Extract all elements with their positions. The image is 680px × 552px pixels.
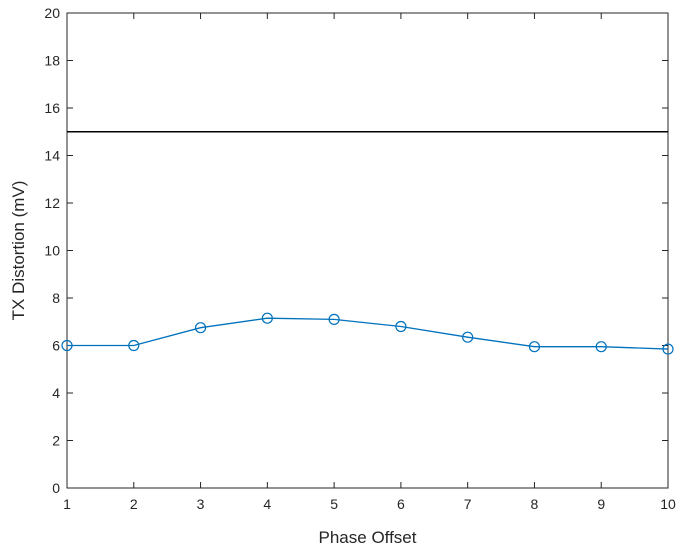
y-tick-label: 4: [52, 385, 60, 401]
x-axis-label: Phase Offset: [319, 528, 417, 547]
data-point: [328, 313, 340, 325]
data-point: [395, 320, 407, 333]
y-tick-label: 8: [52, 290, 60, 306]
data-point: [662, 343, 674, 355]
y-tick-label: 10: [44, 243, 60, 259]
y-tick-label: 0: [52, 480, 60, 496]
data-point: [261, 312, 273, 324]
series-line: [67, 317, 669, 350]
y-tick-label: 20: [44, 5, 60, 21]
data-point: [128, 339, 140, 352]
data-point: [61, 339, 73, 352]
x-axis: 1 2 3 4 5 6 7 8 9 10: [63, 13, 676, 512]
x-tick-label: 6: [397, 496, 405, 512]
y-axis-label: TX Distortion (mV): [9, 181, 28, 321]
x-tick-label: 2: [130, 496, 138, 512]
x-tick-label: 3: [197, 496, 205, 512]
y-tick-label: 18: [44, 53, 60, 69]
y-tick-label: 16: [44, 100, 60, 116]
data-point: [595, 341, 607, 353]
y-tick-label: 12: [44, 195, 60, 211]
x-tick-label: 1: [63, 496, 71, 512]
series-layer: [61, 130, 674, 355]
y-tick-label: 14: [44, 148, 60, 164]
x-tick-label: 4: [263, 496, 271, 512]
x-tick-label: 8: [531, 496, 539, 512]
x-tick-label: 9: [597, 496, 605, 512]
data-point: [528, 341, 541, 353]
data-point: [462, 331, 474, 343]
x-tick-label: 5: [330, 496, 338, 512]
y-tick-label: 6: [52, 338, 60, 354]
data-point: [194, 322, 207, 334]
y-axis: 0 2 4 6 8 10 12 14 16 18 20: [44, 5, 668, 496]
x-tick-label: 10: [660, 496, 676, 512]
x-tick-label: 7: [464, 496, 472, 512]
y-tick-label: 2: [52, 433, 60, 449]
